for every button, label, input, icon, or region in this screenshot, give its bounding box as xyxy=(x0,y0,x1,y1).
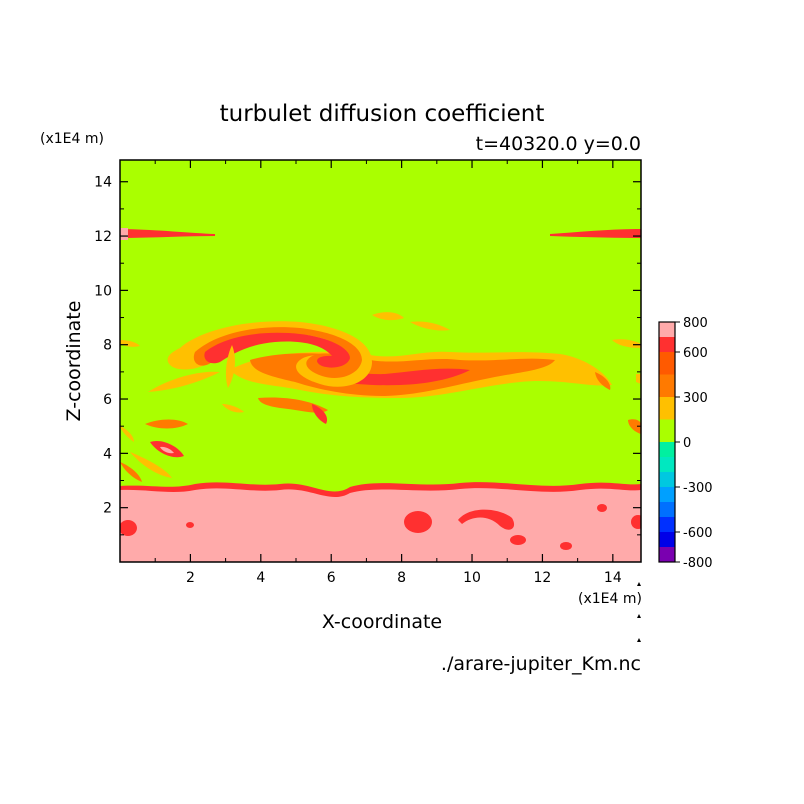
colorbar-segment xyxy=(659,374,675,397)
colorbar-segment xyxy=(659,472,675,487)
x-unit-label: (x1E4 m) xyxy=(578,591,642,607)
x-tick-label: 6 xyxy=(327,570,336,586)
y-tick-label: 12 xyxy=(94,229,112,245)
colorbar-label: -300 xyxy=(683,481,713,496)
colorbar-segment xyxy=(659,397,675,420)
chart-title: turbulet diffusion coefficient xyxy=(220,101,545,127)
colorbar-label: 800 xyxy=(683,316,708,331)
colorbar-segment xyxy=(659,337,675,352)
colorbar-segment xyxy=(659,457,675,472)
y-axis: 2 4 6 8 10 12 14 xyxy=(94,175,641,536)
y-tick-label: 6 xyxy=(103,392,112,408)
x-axis-title: X-coordinate xyxy=(322,611,442,633)
x-tick-label: 12 xyxy=(534,570,552,586)
colorbar-segment xyxy=(659,487,675,502)
x-tick-label: 8 xyxy=(397,570,406,586)
x-tick-label: 2 xyxy=(186,570,195,586)
y-tick-label: 14 xyxy=(94,175,112,191)
colorbar-segment xyxy=(659,517,675,532)
colorbar-segment xyxy=(659,322,675,337)
y-unit-label: (x1E4 m) xyxy=(40,131,104,147)
x-tick-label: 4 xyxy=(256,570,265,586)
tick-marks xyxy=(637,582,641,642)
y-tick-label: 8 xyxy=(103,338,112,354)
colorbar-label: 600 xyxy=(683,346,708,361)
x-tick-label: 14 xyxy=(604,570,622,586)
plot-frame xyxy=(119,159,642,563)
file-name: ./arare-jupiter_Km.nc xyxy=(441,653,641,675)
colorbar-segment xyxy=(659,547,675,562)
x-tick-label: 10 xyxy=(463,570,481,586)
colorbar-label: -800 xyxy=(683,556,713,571)
colorbar: 800 600 300 0 -300 -600 -800 xyxy=(658,316,713,571)
chart-subtitle: t=40320.0 y=0.0 xyxy=(476,133,641,155)
colorbar-segment xyxy=(659,352,675,375)
y-tick-label: 2 xyxy=(103,501,112,517)
x-axis: 2 4 6 8 10 12 14 xyxy=(154,160,622,586)
y-axis-title: Z-coordinate xyxy=(63,301,85,422)
colorbar-label: 0 xyxy=(683,436,691,451)
colorbar-segment xyxy=(659,419,675,442)
y-tick-label: 4 xyxy=(103,446,112,462)
colorbar-segment xyxy=(659,532,675,547)
colorbar-label: 300 xyxy=(683,391,708,406)
contour-field xyxy=(120,160,641,562)
colorbar-segment xyxy=(659,502,675,517)
colorbar-label: -600 xyxy=(683,526,713,541)
colorbar-segment xyxy=(659,442,675,457)
y-tick-label: 10 xyxy=(94,283,112,299)
